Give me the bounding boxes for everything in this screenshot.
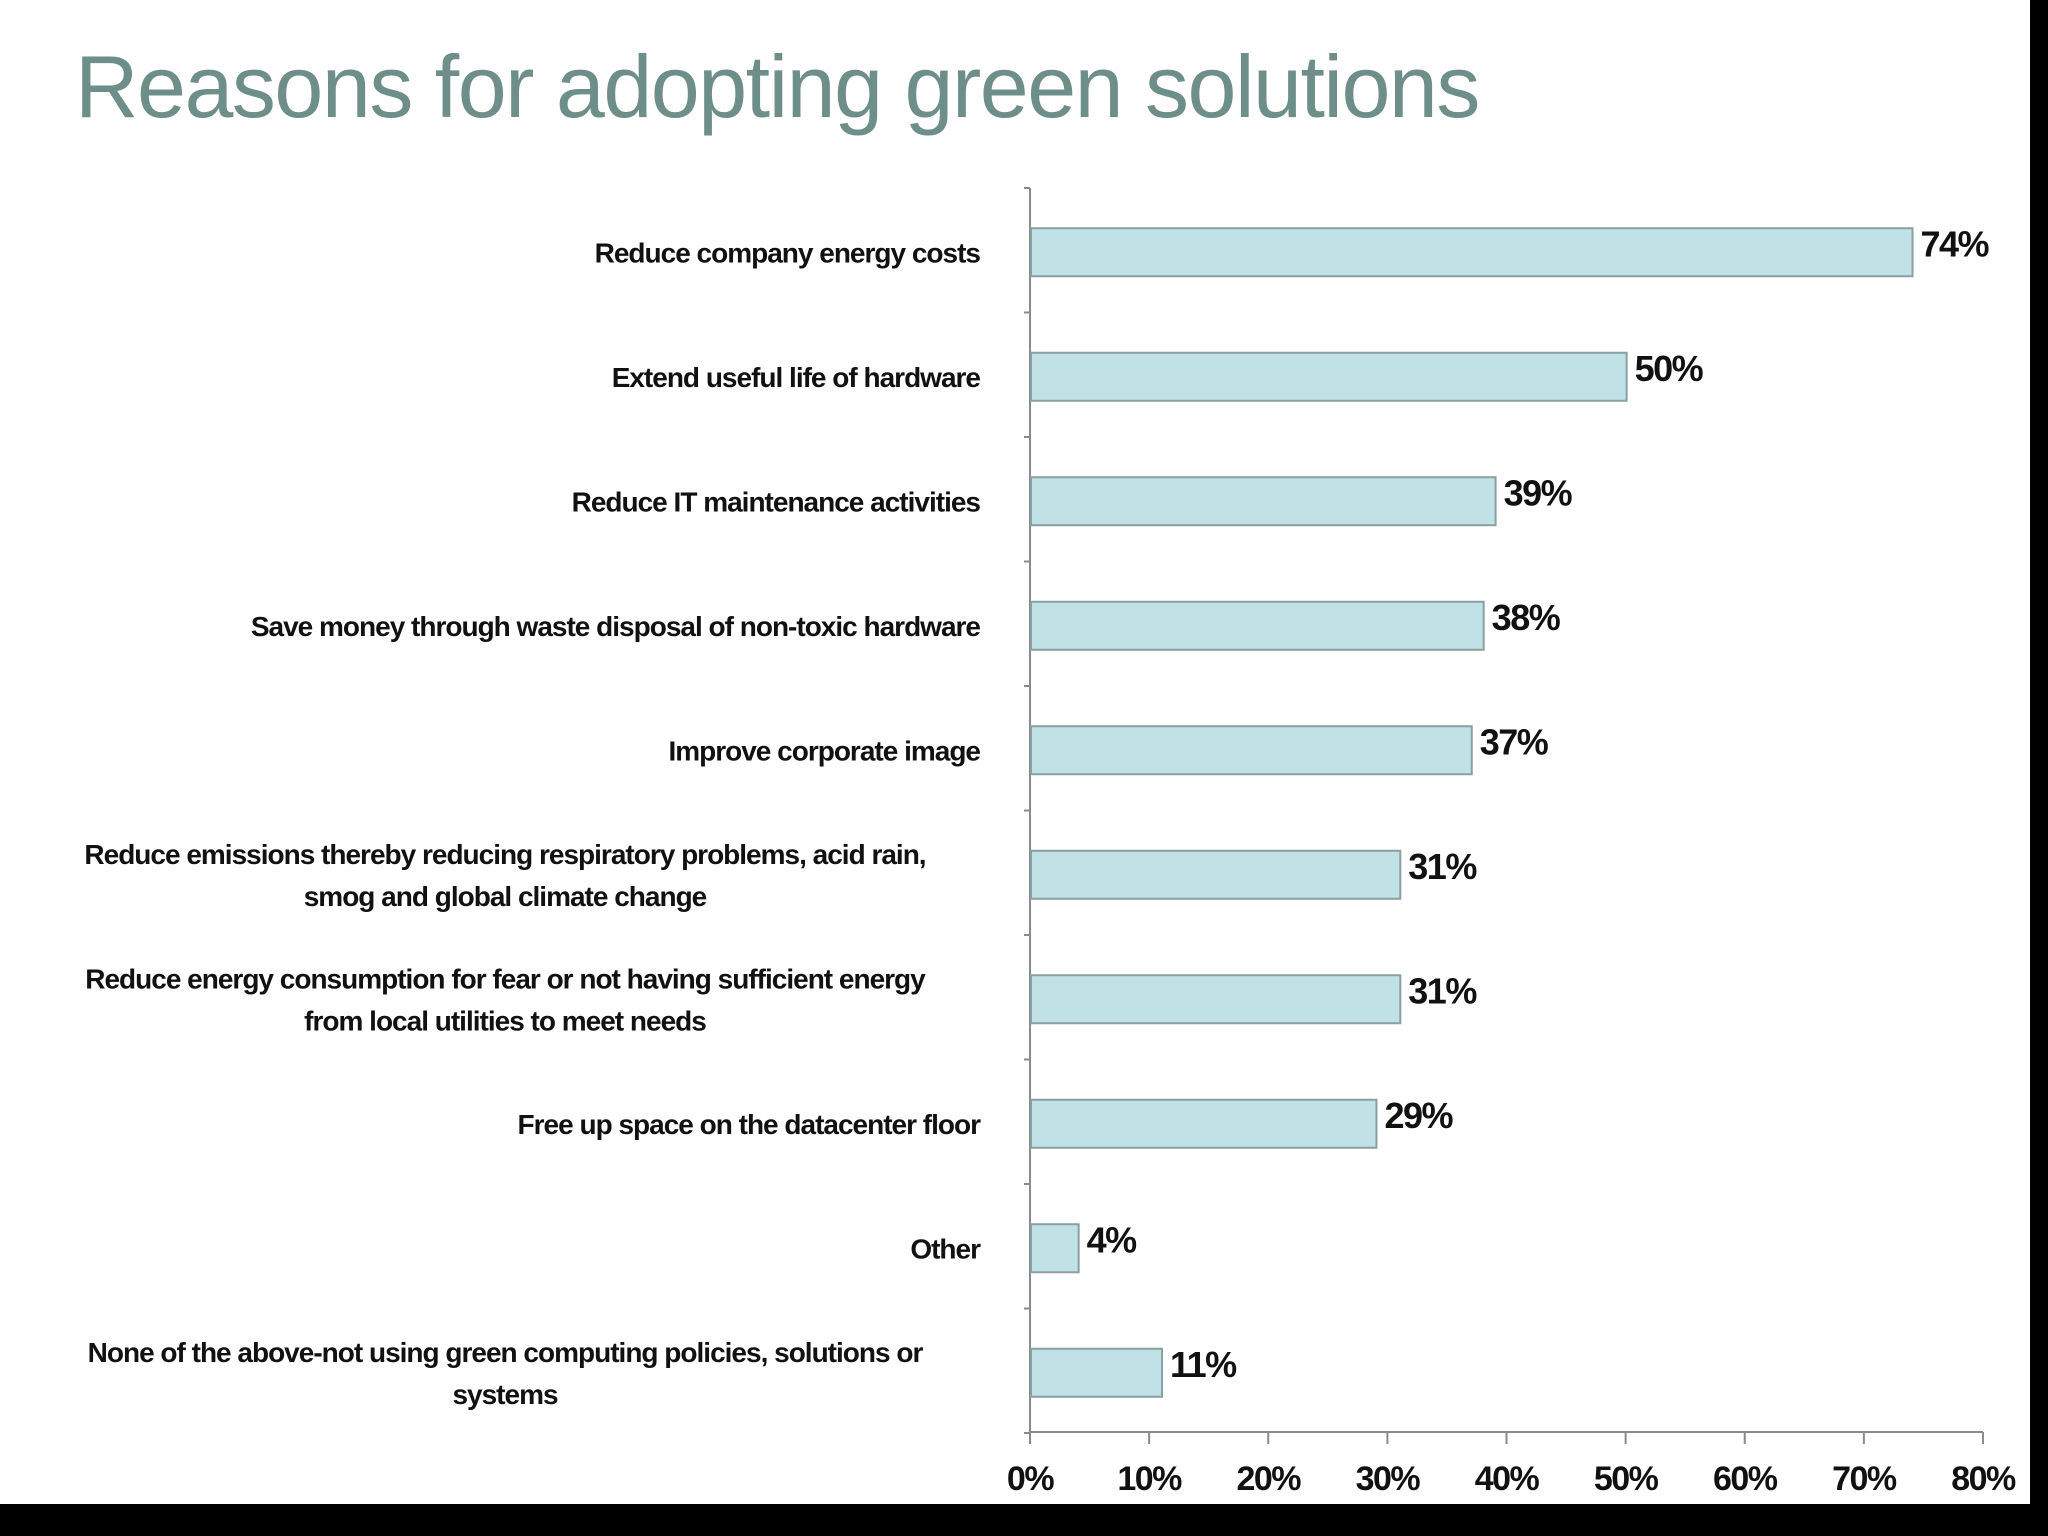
data-label: 37% [1480, 721, 1549, 762]
bar [1030, 351, 1628, 402]
slide: Reasons for adopting green solutions 0% 1… [0, 0, 2030, 1504]
bar [1030, 227, 1914, 278]
data-label: 4% [1087, 1219, 1138, 1260]
chart-title: Reasons for adopting green solutions [75, 37, 1480, 136]
bar [1030, 1098, 1378, 1149]
category-label: Reduce IT maintenance activities [572, 486, 981, 517]
bar [1030, 1347, 1164, 1398]
category-label: Reduce emissions thereby reducing respir… [84, 839, 925, 912]
bar [1030, 1223, 1080, 1274]
bar [1030, 600, 1485, 651]
category-label: Save money through waste disposal of non… [251, 611, 981, 642]
bar [1030, 974, 1402, 1025]
x-tick-label: 0% [1007, 1460, 1054, 1498]
x-tick-label: 10% [1117, 1460, 1182, 1498]
x-tick-label: 20% [1236, 1460, 1301, 1498]
data-label: 31% [1408, 970, 1477, 1011]
bar [1030, 725, 1473, 776]
data-label: 11% [1170, 1344, 1237, 1385]
x-tick-label: 40% [1475, 1460, 1540, 1498]
x-tick-label: 70% [1832, 1460, 1897, 1498]
category-label: Reduce company energy costs [595, 237, 981, 268]
x-tick-label: 30% [1356, 1460, 1421, 1498]
category-label: Reduce energy consumption for fear or no… [85, 963, 926, 1036]
data-label: 74% [1921, 223, 1990, 264]
category-label: Free up space on the datacenter floor [518, 1109, 982, 1140]
bar [1030, 849, 1402, 900]
data-label: 29% [1384, 1095, 1453, 1136]
x-tick-label: 80% [1951, 1460, 2016, 1498]
category-label: Extend useful life of hardware [612, 362, 981, 393]
data-label: 38% [1492, 597, 1561, 638]
x-tick-label: 50% [1594, 1460, 1659, 1498]
bar [1030, 476, 1497, 527]
category-label: None of the above-not using green comput… [88, 1337, 924, 1410]
data-label: 39% [1504, 472, 1573, 513]
category-label: Improve corporate image [668, 735, 980, 766]
data-label: 31% [1408, 846, 1477, 887]
x-tick-label: 60% [1713, 1460, 1778, 1498]
category-label: Other [910, 1233, 981, 1264]
bar-chart: 0% 10% 20% 30% 40% 50% 60% 70% 80% 74% Reduce comp… [84, 187, 2018, 1498]
data-label: 50% [1635, 348, 1704, 389]
